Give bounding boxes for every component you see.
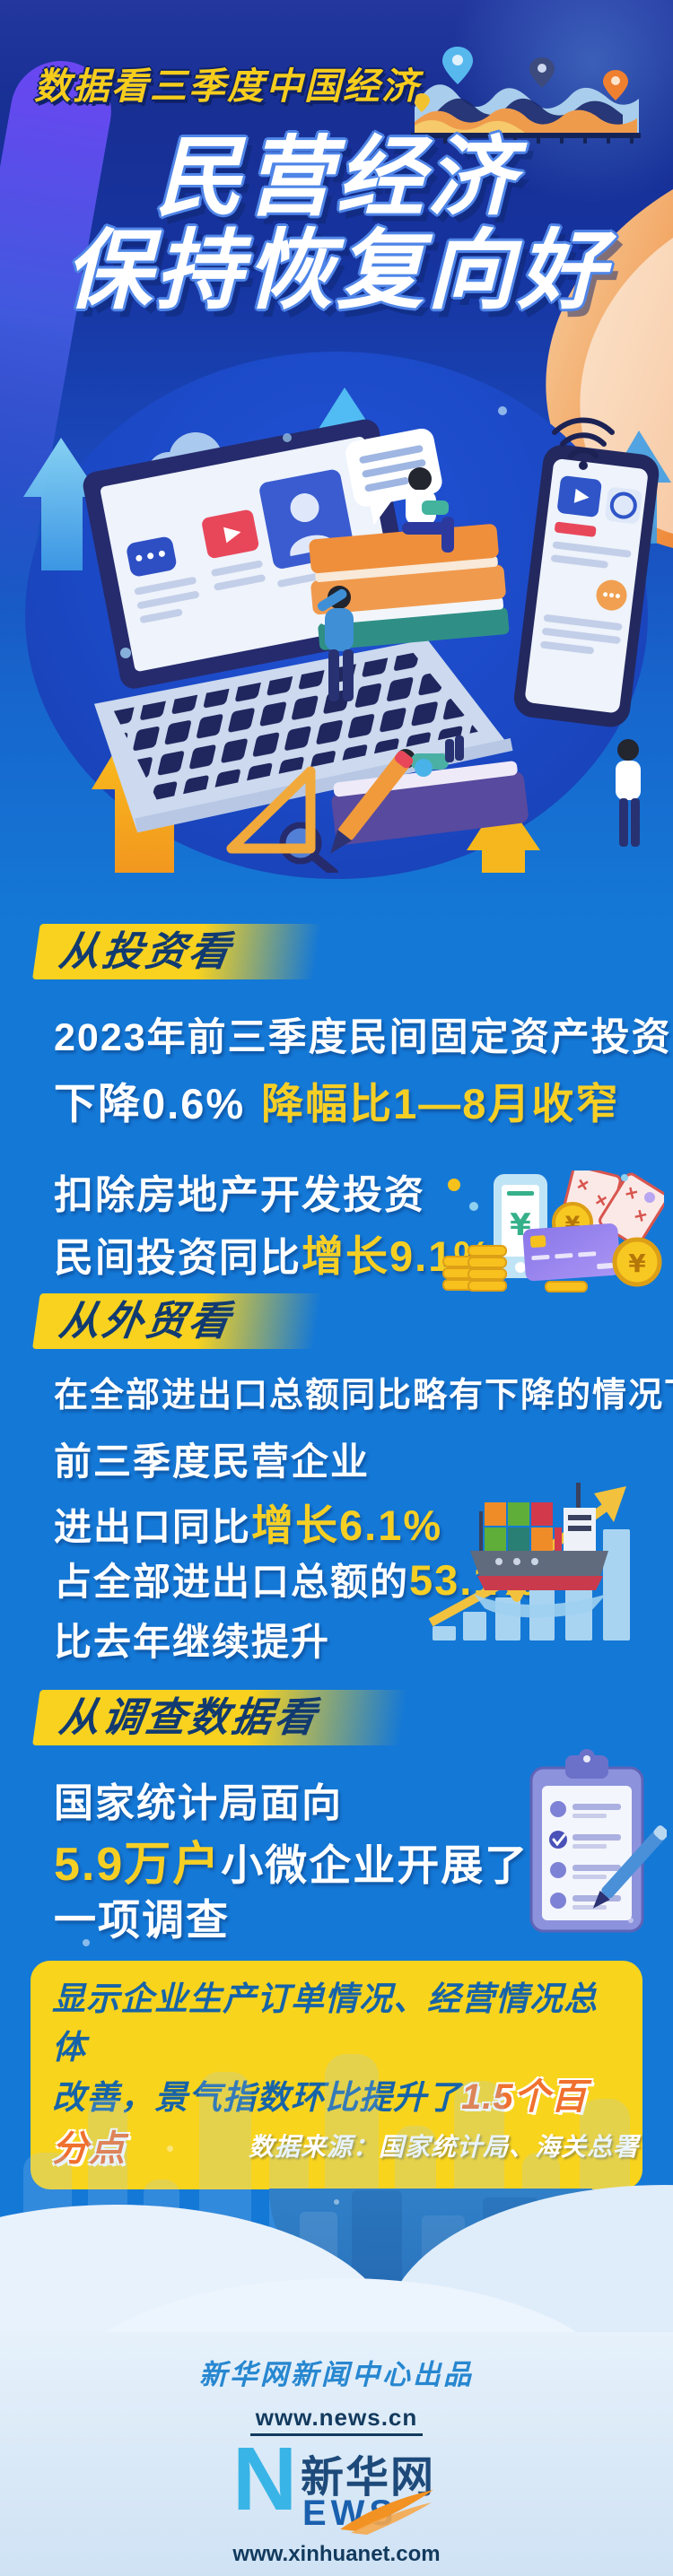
person-standing xyxy=(317,586,354,701)
investment-line-3: 扣除房地产开发投资 xyxy=(54,1173,425,1217)
trade-illustration xyxy=(429,1483,630,1640)
trade-share-label: 占全部进出口总额的 xyxy=(54,1561,410,1603)
xinhuanet-url: www.xinhuanet.com xyxy=(232,2542,441,2566)
logo-letter-n: N xyxy=(232,2429,298,2529)
highlight-line-2-prefix: 改善，景气指数环比提升了 xyxy=(52,2079,461,2117)
location-pin-icon xyxy=(414,47,628,112)
news-cn-url: www.news.cn xyxy=(249,2404,424,2436)
pencil-icon xyxy=(330,751,414,854)
trade-line-4: 占全部进出口总额的53.1% xyxy=(54,1552,538,1606)
kicker-banner: 数据看三季度中国经济 xyxy=(34,65,420,107)
trade-line-2: 前三季度民营企业 xyxy=(54,1440,371,1483)
investment-illustration: ¥ ¥ ¥ xyxy=(442,1171,664,1292)
xinhua-logo-mark: N 新华网 EWS xyxy=(232,2434,441,2540)
sparkle-dot xyxy=(628,1918,634,1923)
person-sitting xyxy=(402,467,454,553)
trade-line-1: 在全部进出口总额同比略有下降的情况下 xyxy=(54,1377,673,1414)
wifi-icon xyxy=(552,417,615,458)
coin-stack-icon xyxy=(442,1245,588,1292)
investment-line-4: 民间投资同比增长9.1% xyxy=(54,1222,493,1284)
person-right xyxy=(616,739,641,847)
trend-chart-decoration xyxy=(411,47,641,144)
survey-subject: 小微企业开展了 xyxy=(221,1841,529,1889)
pencil-icon xyxy=(592,1825,667,1909)
axis-ticks xyxy=(420,138,634,144)
xinhua-logo: www.news.cn N 新华网 EWS www.xinhuanet.com xyxy=(224,2404,449,2567)
highlight-line-2: 改善，景气指数环比提升了1.5个百分点 xyxy=(52,2071,621,2175)
investment-growth-label: 民间投资同比 xyxy=(54,1236,302,1280)
containers xyxy=(485,1502,562,1551)
svg-text:¥: ¥ xyxy=(628,1249,646,1278)
badge-survey: 从调查数据看 xyxy=(32,1690,408,1745)
producer-credit: 新华网新闻中心出品 xyxy=(199,2359,474,2390)
clipboard-clip xyxy=(565,1755,608,1779)
footer-background xyxy=(0,2332,673,2576)
area-yellow xyxy=(415,120,524,135)
hero-illustration xyxy=(23,387,671,873)
badge-investment: 从投资看 xyxy=(32,924,322,979)
check-icon xyxy=(552,1833,566,1847)
survey-line-3: 一项调查 xyxy=(54,1896,230,1944)
bank-card-icon xyxy=(522,1223,621,1282)
data-source-note: 数据来源：国家统计局、海关总署 xyxy=(248,2133,639,2161)
trade-line-3: 进出口同比增长6.1% xyxy=(54,1491,442,1553)
logo-name-chinese: 新华网 xyxy=(301,2454,436,2502)
clipboard-illustration xyxy=(529,1749,667,1933)
set-square-icon xyxy=(226,766,316,854)
area-orange xyxy=(415,108,637,135)
smartphone-illustration xyxy=(513,444,660,727)
investment-narrowing-note: 降幅比1—8月收窄 xyxy=(261,1080,620,1127)
clock-icon xyxy=(609,492,637,519)
survey-line-1: 国家统计局面向 xyxy=(54,1781,343,1825)
title-line-2: 保持恢复向好 xyxy=(65,221,608,319)
play-icon xyxy=(223,527,241,544)
cargo-ship-icon xyxy=(470,1483,608,1618)
sparkle-dot xyxy=(167,2145,173,2152)
trade-growth-value: 增长6.1% xyxy=(251,1501,443,1549)
investment-decline-value: 下降0.6% xyxy=(54,1080,246,1127)
logo-orange-swoosh-icon xyxy=(340,2490,433,2535)
survey-sample-size: 5.9万户 xyxy=(54,1839,222,1891)
play-icon xyxy=(573,488,590,503)
yellow-up-arrow-icon xyxy=(467,795,540,873)
highlight-accent-value: 1.5个百分点 xyxy=(52,2077,588,2170)
sparkle-dot xyxy=(83,1939,90,1946)
up-arrow-icon xyxy=(23,438,101,570)
coin-icon: ¥ xyxy=(612,1237,662,1287)
highlight-line-1: 显示企业生产订单情况、经营情况总体 xyxy=(52,1980,598,2066)
survey-line-2: 5.9万户小微企业开展了 xyxy=(54,1826,529,1893)
investment-line-2: 下降0.6% 降幅比1—8月收窄 xyxy=(54,1069,619,1131)
page-title: 民营经济 保持恢复向好 xyxy=(0,131,673,318)
books-stack xyxy=(309,524,510,650)
badge-trade: 从外贸看 xyxy=(32,1293,322,1349)
highlight-box: 显示企业生产订单情况、经营情况总体 改善，景气指数环比提升了1.5个百分点 xyxy=(31,1961,642,2190)
sparkle-dot xyxy=(334,2199,339,2205)
title-line-1: 民营经济 xyxy=(155,128,518,226)
trade-growth-label: 进出口同比 xyxy=(54,1506,252,1548)
trade-line-5: 比去年继续提升 xyxy=(54,1621,331,1663)
investment-line-1: 2023年前三季度民间固定资产投资 xyxy=(54,1016,672,1059)
